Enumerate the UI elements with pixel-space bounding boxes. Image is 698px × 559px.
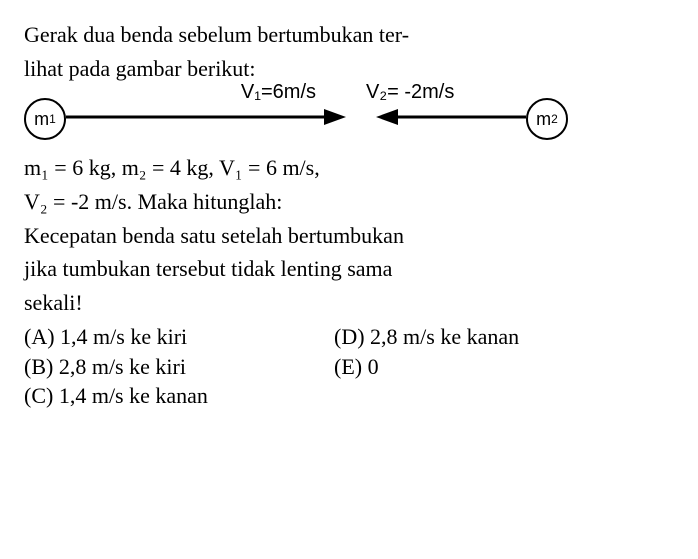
options-block: (A) 1,4 m/s ke kiri (D) 2,8 m/s ke kanan…	[24, 322, 674, 411]
option-c: (C) 1,4 m/s ke kanan	[24, 381, 334, 411]
mass-2-circle: m2	[526, 98, 568, 140]
collision-diagram: m1 V₁=6m/s V₂= -2m/s m2	[24, 95, 674, 143]
mass-1-subscript: 1	[49, 111, 56, 127]
question-line-2: jika tumbukan tersebut tidak lenting sam…	[24, 254, 674, 284]
mass-1-symbol: m	[34, 107, 49, 131]
mass-1-circle: m1	[24, 98, 66, 140]
v2-label: V₂= -2m/s	[366, 79, 454, 106]
mass-2-subscript: 2	[551, 111, 558, 127]
option-e: (E) 0	[334, 352, 379, 382]
arrow-right-section: V₁=6m/s	[66, 105, 346, 135]
arrow-right-icon	[66, 107, 346, 127]
intro-line-2: lihat pada gambar berikut:	[24, 54, 674, 84]
arrow-left-icon	[376, 107, 526, 127]
intro-line-1: Gerak dua benda sebelum bertumbukan ter-	[24, 20, 674, 50]
given-line-1: m₁ = 6 kg, m₂ = 4 kg, V₁ = 6 m/s,	[24, 153, 674, 183]
options-row-2: (B) 2,8 m/s ke kiri (E) 0	[24, 352, 674, 382]
option-b: (B) 2,8 m/s ke kiri	[24, 352, 334, 382]
mass-2-symbol: m	[536, 107, 551, 131]
option-a: (A) 1,4 m/s ke kiri	[24, 322, 334, 352]
question-line-3: sekali!	[24, 288, 674, 318]
options-row-3: (C) 1,4 m/s ke kanan	[24, 381, 674, 411]
option-d: (D) 2,8 m/s ke kanan	[334, 322, 519, 352]
arrow-left-section: V₂= -2m/s	[376, 105, 526, 135]
v1-label: V₁=6m/s	[241, 79, 316, 106]
options-row-1: (A) 1,4 m/s ke kiri (D) 2,8 m/s ke kanan	[24, 322, 674, 352]
given-line-2: V₂ = -2 m/s. Maka hitunglah:	[24, 187, 674, 217]
question-line-1: Kecepatan benda satu setelah bertumbukan	[24, 221, 674, 251]
